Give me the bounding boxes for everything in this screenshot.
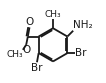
- Text: CH₃: CH₃: [6, 50, 23, 59]
- Text: Br: Br: [75, 48, 87, 58]
- Text: O: O: [22, 45, 30, 55]
- Text: Br: Br: [31, 63, 43, 73]
- Text: O: O: [25, 17, 34, 27]
- Text: CH₃: CH₃: [45, 10, 61, 19]
- Text: NH₂: NH₂: [73, 21, 93, 30]
